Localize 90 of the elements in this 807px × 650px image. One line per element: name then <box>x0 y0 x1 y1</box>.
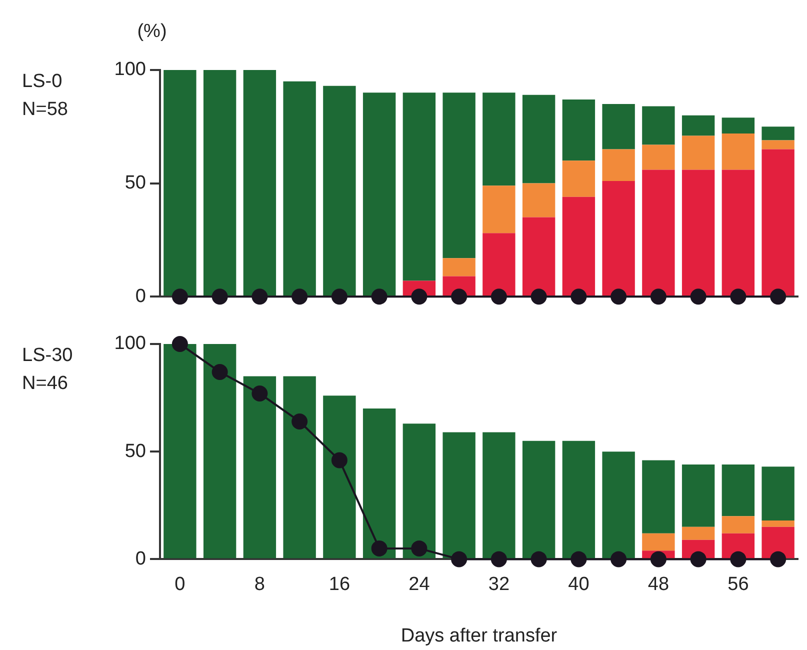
y-tick-label: 50 <box>124 172 146 194</box>
bar <box>362 92 396 296</box>
bar <box>442 432 476 558</box>
bar <box>402 424 436 558</box>
y-tick-label: 100 <box>114 59 146 80</box>
point <box>690 551 706 568</box>
point <box>490 551 507 568</box>
bar <box>482 432 516 558</box>
bar <box>682 136 715 170</box>
bar <box>283 81 316 296</box>
y-tick-label: 50 <box>124 440 146 462</box>
bar <box>762 140 794 150</box>
bar <box>482 186 516 234</box>
bar <box>243 376 276 558</box>
x-tick-label: 8 <box>254 574 265 595</box>
bar <box>642 533 675 551</box>
bar <box>762 466 794 520</box>
point <box>411 540 428 556</box>
bar <box>682 170 715 296</box>
text: N=58 <box>22 99 68 120</box>
bar <box>722 170 755 296</box>
bar <box>522 183 556 218</box>
bar <box>562 160 596 197</box>
x-tick-label: 0 <box>174 574 186 595</box>
text: LS-0 <box>22 71 62 92</box>
bar <box>562 99 596 161</box>
bar <box>682 526 715 540</box>
bar <box>602 181 635 296</box>
bar <box>722 133 755 170</box>
point <box>331 452 348 468</box>
x-tick-label: 48 <box>648 574 670 595</box>
bar <box>283 376 316 558</box>
x-tick-label: 56 <box>728 574 749 595</box>
point <box>292 413 308 430</box>
y-axis-title: (%) <box>137 21 167 42</box>
bar <box>562 196 596 296</box>
bar <box>682 464 715 527</box>
bar <box>482 92 516 186</box>
y-tick-label: 100 <box>114 333 146 354</box>
bar <box>722 464 755 516</box>
bar <box>203 70 236 296</box>
bar <box>323 396 356 558</box>
bar <box>442 92 476 258</box>
bar <box>164 344 196 558</box>
point <box>570 551 587 568</box>
point <box>451 551 468 568</box>
x-tick-label: 24 <box>408 574 430 595</box>
bar <box>562 440 596 558</box>
bar <box>762 526 794 558</box>
bar <box>682 115 715 136</box>
bar <box>642 460 675 534</box>
point <box>770 551 786 568</box>
bar <box>642 170 675 296</box>
bar <box>243 70 276 296</box>
bar <box>522 217 556 296</box>
x-tick-label: 32 <box>488 574 510 595</box>
bar <box>602 104 635 150</box>
bar <box>722 118 755 134</box>
point <box>610 551 627 568</box>
point <box>530 551 547 568</box>
bar <box>442 258 476 276</box>
bar <box>722 516 755 534</box>
text: LS-30 <box>22 345 73 366</box>
bar <box>323 86 356 296</box>
text: N=46 <box>22 373 68 394</box>
y-tick-label: 0 <box>135 548 146 570</box>
bar <box>203 344 236 558</box>
bar <box>602 452 635 558</box>
bar <box>762 126 794 140</box>
bar <box>164 70 196 296</box>
x-tick-label: 40 <box>568 574 590 595</box>
x-axis-title: Days after transfer <box>400 626 558 647</box>
bar <box>522 94 556 184</box>
point <box>730 551 746 568</box>
bar <box>362 408 396 558</box>
point <box>650 551 666 568</box>
bar <box>522 440 556 558</box>
bar <box>642 106 675 145</box>
point <box>371 540 388 556</box>
bar <box>762 520 794 527</box>
point <box>252 385 268 402</box>
bar <box>602 149 635 182</box>
y-tick-label: 0 <box>135 286 146 307</box>
bar <box>402 92 436 281</box>
bar <box>762 149 794 296</box>
point <box>172 336 188 352</box>
point <box>212 364 228 380</box>
bar <box>482 233 516 296</box>
x-tick-label: 16 <box>328 574 350 595</box>
bar <box>642 144 675 170</box>
